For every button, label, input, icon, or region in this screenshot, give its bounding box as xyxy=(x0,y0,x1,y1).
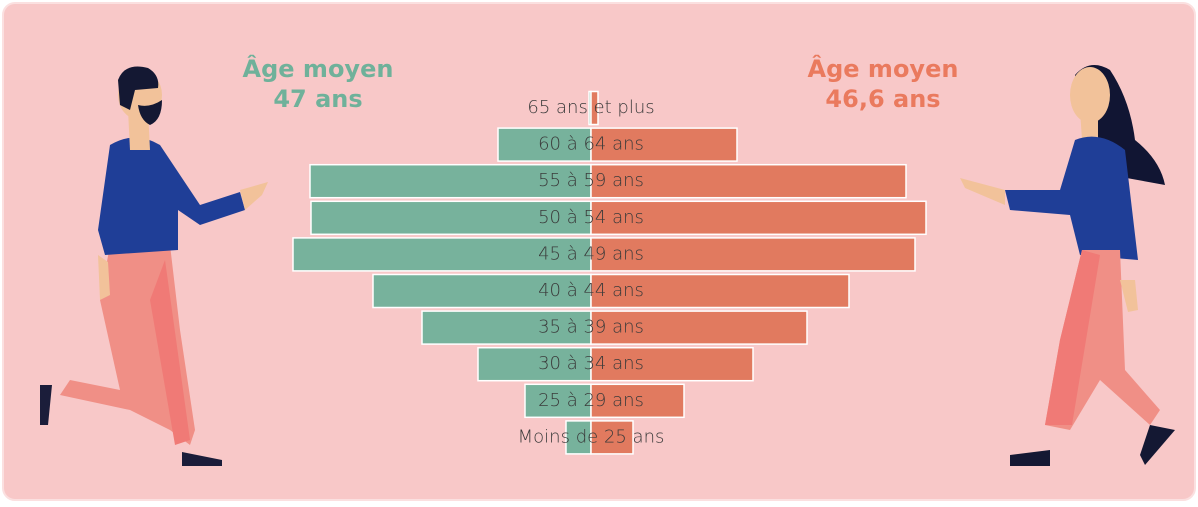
row-label: 55 à 59 ans xyxy=(538,170,644,191)
row-label: 40 à 44 ans xyxy=(538,280,644,301)
row-label: 30 à 34 ans xyxy=(538,353,644,374)
row-label: 25 à 29 ans xyxy=(538,390,644,411)
row-label: 35 à 39 ans xyxy=(538,317,644,338)
chart: 65 ans et plus 60 à 64 ans 55 à 59 ans 50 à… xyxy=(0,0,1198,503)
annotation-value: 46,6 ans xyxy=(825,85,940,113)
row-label: 50 à 54 ans xyxy=(538,207,644,228)
annotation-title: Âge moyen xyxy=(808,54,959,83)
row-label: 65 ans et plus xyxy=(527,97,654,118)
annotation-title: Âge moyen xyxy=(243,54,394,83)
annotation-value: 47 ans xyxy=(273,85,362,113)
row-label: Moins de 25 ans xyxy=(518,426,665,447)
row-label: 60 à 64 ans xyxy=(538,134,644,155)
row-label: 45 à 49 ans xyxy=(538,243,644,264)
page: {"chart_data": { "type": "pyramid", "cat… xyxy=(0,0,1198,503)
